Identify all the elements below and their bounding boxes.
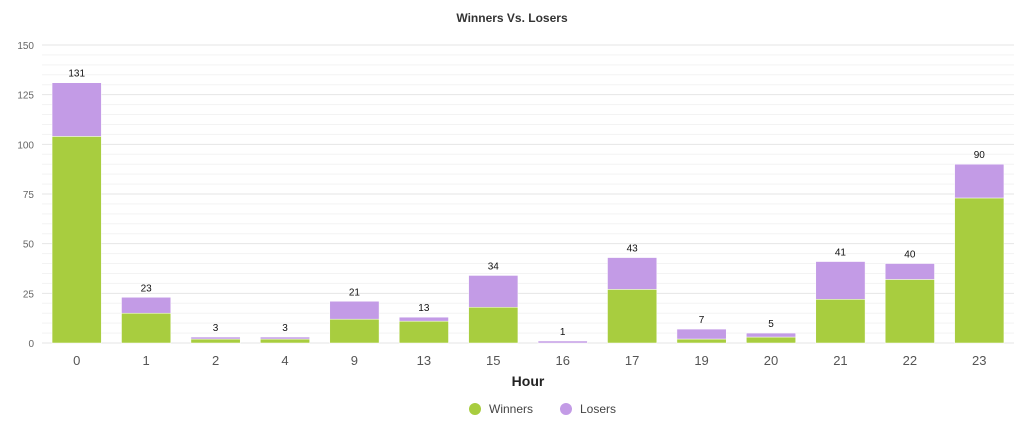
bar-winners-17[interactable] [607,289,658,344]
bar-winners-21[interactable] [815,299,866,344]
bar-winners-15[interactable] [468,306,519,344]
legend-swatch [560,403,572,415]
bar-losers-23[interactable] [954,163,1005,199]
data-label-total: 3 [282,323,288,334]
bar-winners-1[interactable] [121,312,172,344]
data-label-total: 131 [68,69,85,80]
bar-losers-1[interactable] [121,297,172,314]
x-tick-label: 16 [555,353,569,368]
legend-label: Losers [580,402,616,416]
y-tick-label: 100 [17,140,34,151]
bar-winners-20[interactable] [746,336,796,344]
bar-losers-13[interactable] [398,316,449,322]
x-tick-label: 1 [143,353,150,368]
legend-swatch [469,403,481,415]
data-label-total: 40 [904,250,916,261]
x-axis-label: Hour [512,373,545,389]
grid-layer [42,44,1014,344]
x-tick-label: 20 [764,353,778,368]
bar-losers-2[interactable] [190,336,241,340]
data-label-total: 3 [213,323,219,334]
x-tick-label: 15 [486,353,500,368]
y-tick-label: 50 [23,240,35,251]
bar-losers-20[interactable] [746,332,796,338]
x-tick-label: 4 [281,353,288,368]
bar-winners-0[interactable] [51,136,102,344]
legend-item-winners[interactable]: Winners [469,402,533,416]
data-label-total: 13 [418,303,430,314]
x-tick-label: 13 [417,353,431,368]
x-tick-label: 23 [972,353,986,368]
data-label-total: 90 [974,150,986,161]
x-tick-label: 17 [625,353,639,368]
x-tick-label: 2 [212,353,219,368]
data-label-total: 21 [349,287,361,298]
data-label-total: 41 [835,248,847,259]
bar-losers-17[interactable] [607,257,658,290]
data-label-total: 23 [141,283,153,294]
x-tick-label: 19 [694,353,708,368]
data-label-total: 34 [488,261,500,272]
bar-winners-2[interactable] [190,338,241,344]
y-tick-label: 25 [23,289,35,300]
bar-losers-22[interactable] [884,263,935,280]
bar-losers-16[interactable] [537,340,588,344]
data-label-total: 7 [699,315,705,326]
y-tick-label: 75 [23,190,35,201]
x-tick-label: 0 [73,353,80,368]
data-label-total: 1 [560,327,566,338]
y-tick-label: 125 [17,91,34,102]
legend-label: Winners [489,402,533,416]
chart-title: Winners Vs. Losers [456,11,568,25]
bar-losers-0[interactable] [51,82,102,137]
y-axis-ticks: 0 25 50 75 100 125 150 [17,41,34,350]
x-tick-label: 9 [351,353,358,368]
bar-winners-23[interactable] [954,197,1005,344]
bar-winners-13[interactable] [398,320,449,344]
y-tick-label: 150 [17,41,34,52]
legend[interactable]: Winners Losers [469,402,616,416]
legend-item-losers[interactable]: Losers [560,402,616,416]
bar-losers-9[interactable] [329,301,380,320]
x-tick-label: 22 [903,353,917,368]
data-label-total: 43 [627,244,639,255]
data-labels: 131 23 3 3 21 13 34 1 43 7 5 41 40 90 [68,69,985,338]
bars [51,82,1005,344]
y-tick-label: 0 [28,339,34,350]
bar-losers-4[interactable] [260,336,310,340]
bar-losers-19[interactable] [676,328,727,340]
bar-winners-22[interactable] [884,279,935,344]
bar-winners-4[interactable] [260,338,310,344]
bar-winners-9[interactable] [329,318,380,344]
x-axis-ticks: 0 1 2 4 9 13 15 16 17 19 20 21 22 23 [73,353,986,368]
bar-losers-15[interactable] [468,275,519,308]
bar-winners-19[interactable] [676,338,727,344]
bar-losers-21[interactable] [815,261,866,300]
data-label-total: 5 [768,319,774,330]
x-tick-label: 21 [833,353,847,368]
